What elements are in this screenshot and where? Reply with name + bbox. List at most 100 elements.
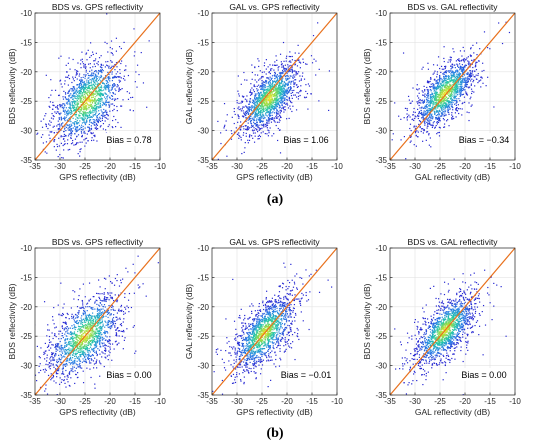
data-point: [115, 76, 117, 79]
data-point: [97, 94, 99, 96]
data-point: [449, 83, 451, 85]
data-point: [252, 89, 255, 91]
data-point: [120, 126, 122, 128]
data-point: [71, 103, 73, 105]
data-point: [278, 98, 280, 100]
data-point: [424, 120, 426, 122]
data-point: [69, 125, 71, 127]
data-point: [443, 104, 446, 107]
data-point: [103, 277, 106, 279]
data-point: [281, 75, 283, 78]
data-point: [95, 118, 98, 120]
data-point: [60, 104, 62, 106]
data-point: [261, 88, 263, 91]
data-point: [90, 107, 93, 109]
data-point: [275, 64, 277, 67]
data-point: [256, 108, 258, 111]
data-point: [72, 105, 74, 107]
data-point: [448, 92, 450, 94]
data-point: [469, 63, 472, 65]
data-point: [450, 65, 452, 67]
data-point: [400, 139, 402, 141]
data-point: [413, 107, 415, 110]
data-point: [49, 106, 51, 108]
data-point: [290, 101, 292, 103]
data-point: [277, 86, 279, 88]
data-point: [217, 158, 219, 160]
data-point: [84, 138, 87, 140]
data-point: [46, 357, 48, 359]
data-point: [61, 315, 63, 317]
data-point: [274, 80, 276, 83]
data-point: [79, 96, 81, 98]
data-point: [298, 80, 301, 82]
data-point: [254, 99, 257, 101]
data-point: [465, 85, 467, 87]
data-point: [63, 303, 65, 305]
data-point: [266, 111, 268, 113]
data-point: [436, 102, 438, 104]
data-point: [457, 85, 459, 87]
data-point: [421, 113, 423, 116]
data-point: [262, 124, 264, 126]
data-point: [85, 108, 88, 110]
y-tick-label: -25: [20, 97, 32, 106]
data-point: [459, 67, 462, 69]
data-point: [105, 117, 108, 119]
data-point: [95, 90, 97, 93]
data-point: [279, 106, 281, 109]
data-point: [70, 131, 72, 133]
data-point: [421, 99, 423, 101]
data-point: [434, 86, 436, 88]
data-point: [115, 329, 117, 331]
data-point: [74, 138, 77, 140]
data-point: [471, 72, 473, 75]
data-point: [297, 95, 300, 98]
data-point: [59, 124, 61, 126]
data-point: [263, 62, 266, 64]
data-point: [282, 84, 284, 86]
data-point: [96, 71, 98, 73]
data-point: [431, 108, 433, 110]
data-point: [291, 102, 293, 104]
data-point: [52, 126, 54, 128]
data-point: [93, 363, 96, 365]
data-point: [63, 149, 65, 151]
data-point: [433, 121, 435, 123]
data-point: [440, 82, 442, 84]
data-point: [271, 86, 273, 88]
data-point: [300, 79, 302, 81]
data-point: [452, 99, 454, 101]
data-point: [452, 79, 454, 82]
data-point: [81, 58, 83, 60]
data-point: [287, 87, 290, 89]
data-point: [451, 64, 453, 66]
data-point: [454, 79, 456, 82]
data-point: [262, 112, 264, 114]
data-point: [60, 282, 62, 284]
data-point: [264, 117, 266, 119]
data-point: [423, 94, 425, 96]
data-point: [91, 106, 93, 109]
data-point: [298, 71, 300, 73]
data-point: [252, 112, 254, 114]
data-point: [98, 57, 101, 59]
data-point: [102, 81, 104, 84]
data-point: [87, 85, 90, 87]
data-point: [44, 390, 46, 392]
data-point: [473, 91, 475, 93]
data-point: [100, 363, 102, 365]
data-point: [78, 83, 80, 85]
data-point: [61, 104, 63, 106]
data-point: [440, 105, 442, 107]
data-point: [463, 50, 465, 52]
data-point: [282, 95, 284, 97]
data-point: [442, 84, 445, 86]
data-point: [237, 133, 239, 135]
data-point: [92, 118, 94, 121]
data-point: [73, 107, 75, 109]
data-point: [82, 118, 84, 120]
data-point: [473, 52, 475, 54]
data-point: [72, 101, 75, 103]
data-point: [283, 89, 285, 91]
